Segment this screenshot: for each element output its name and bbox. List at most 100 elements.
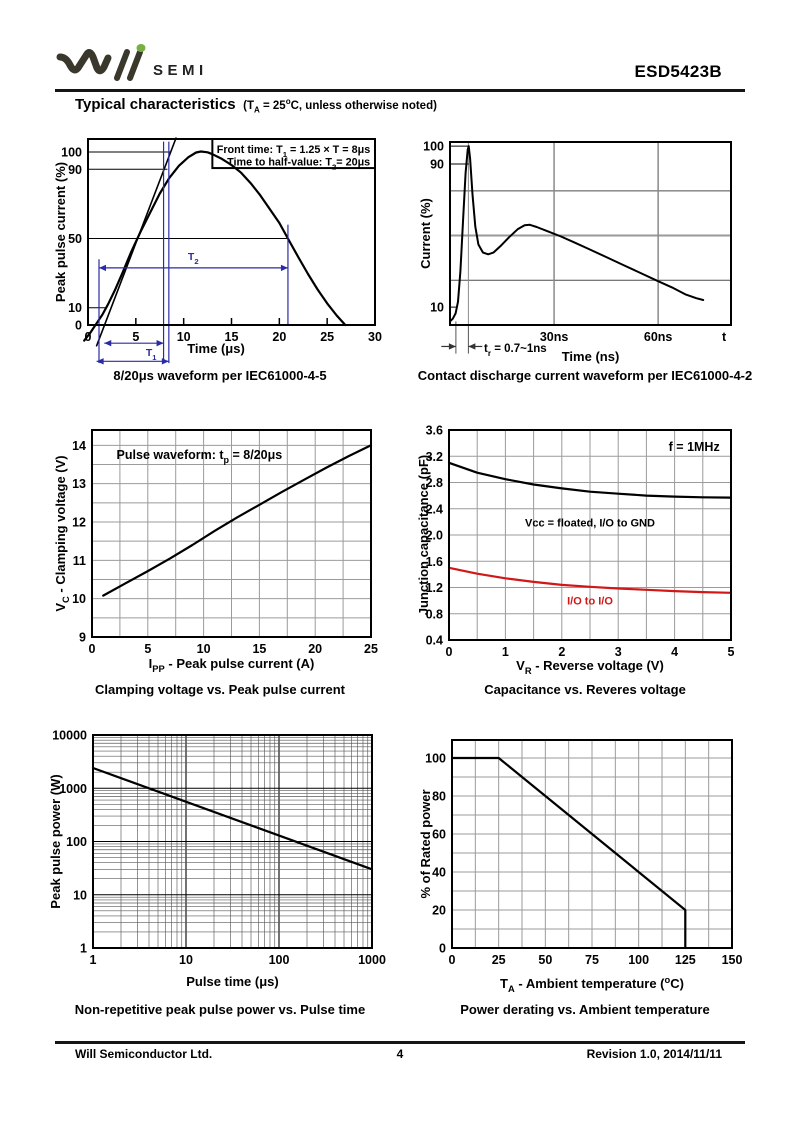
svg-text:0: 0 — [85, 330, 92, 344]
svg-text:50: 50 — [68, 232, 82, 246]
svg-text:VC - Clamping voltage (V): VC - Clamping voltage (V) — [53, 455, 71, 611]
svg-text:10: 10 — [68, 301, 82, 315]
svg-text:25: 25 — [492, 953, 506, 967]
page-heading: Typical characteristics (TA = 25oC, unle… — [75, 96, 437, 114]
figure-peak-pulse-power: 1 10 100 1000 1 10 100 1000 10000 Pulse time (μs)… — [40, 726, 400, 1026]
svg-text:3.6: 3.6 — [426, 424, 443, 438]
figure-surge-waveform: Front time: T1 = 1.25 × T = 8μs Time to h… — [40, 128, 400, 390]
part-number: ESD5423B — [634, 62, 722, 81]
svg-text:T1: T1 — [146, 347, 157, 362]
svg-text:1.6: 1.6 — [426, 555, 443, 569]
chart-caption: Non-repetitive peak pulse power vs. Puls… — [74, 1002, 366, 1017]
svg-text:2.8: 2.8 — [426, 476, 443, 490]
svg-text:I/O to I/O: I/O to I/O — [567, 596, 613, 608]
svg-text:20: 20 — [308, 642, 322, 656]
svg-text:tr = 0.7~1ns: tr = 0.7~1ns — [484, 343, 547, 358]
heading-title: Typical characteristics — [75, 96, 236, 113]
footer-rule — [55, 1041, 745, 1044]
svg-text:TA - Ambient temperature (oC): TA - Ambient temperature (oC) — [500, 975, 684, 994]
chart-capacitance: f = 1MHz Vcc = floated, I/O to GND I/O to … — [416, 424, 735, 674]
svg-text:60: 60 — [432, 828, 446, 842]
svg-text:Pulse waveform: tp = 8/20μs: Pulse waveform: tp = 8/20μs — [117, 448, 283, 465]
svg-text:100: 100 — [61, 145, 82, 159]
svg-text:10: 10 — [430, 301, 444, 315]
svg-text:0: 0 — [446, 645, 453, 659]
will-semi-logo: SEMI — [56, 44, 206, 81]
svg-text:90: 90 — [430, 158, 444, 172]
figure-power-derating: 0 25 50 75 100 125 150 0 20 40 60 80 100 TA - Ambient… — [410, 726, 760, 1026]
svg-text:Vcc = floated, I/O to GND: Vcc = floated, I/O to GND — [525, 517, 655, 529]
header-rule — [55, 89, 745, 92]
svg-text:5: 5 — [132, 330, 139, 344]
svg-text:0: 0 — [89, 642, 96, 656]
figure-esd-waveform: tr = 0.7~1ns 30ns 60ns t 10 90 100 Time (ns) Cur… — [410, 128, 760, 390]
footer-company: Will Semiconductor Ltd. — [75, 1047, 213, 1061]
chart-clamping-voltage: Pulse waveform: tp = 8/20μs 0 5 10 15 20 25 9 10… — [53, 429, 378, 674]
svg-text:1000: 1000 — [59, 782, 87, 796]
svg-text:15: 15 — [225, 330, 239, 344]
logo-slash-2 — [127, 49, 143, 81]
svg-text:0.8: 0.8 — [426, 607, 443, 621]
svg-text:1000: 1000 — [358, 953, 386, 967]
svg-text:80: 80 — [432, 790, 446, 804]
svg-text:t: t — [722, 330, 727, 344]
svg-text:150: 150 — [722, 953, 743, 967]
svg-text:100: 100 — [269, 953, 290, 967]
footer-page-number: 4 — [396, 1047, 404, 1061]
svg-text:2: 2 — [558, 645, 565, 659]
svg-text:f = 1MHz: f = 1MHz — [669, 440, 720, 454]
svg-text:13: 13 — [72, 477, 86, 491]
svg-text:14: 14 — [72, 439, 86, 453]
svg-text:90: 90 — [68, 163, 82, 177]
chart-power-derating: 0 25 50 75 100 125 150 0 20 40 60 80 100 TA - Ambient… — [418, 739, 743, 994]
svg-text:100: 100 — [425, 752, 446, 766]
svg-text:2.0: 2.0 — [426, 529, 443, 543]
svg-text:Junction capacitance (pF): Junction capacitance (pF) — [416, 455, 431, 615]
svg-text:25: 25 — [364, 642, 378, 656]
svg-text:10: 10 — [177, 330, 191, 344]
logo-semi-text: SEMI — [153, 62, 206, 79]
svg-text:1: 1 — [90, 953, 97, 967]
svg-text:125: 125 — [675, 953, 696, 967]
figure-clamping-voltage: Pulse waveform: tp = 8/20μs 0 5 10 15 20 25 9 10… — [40, 424, 400, 704]
svg-text:T2: T2 — [188, 251, 199, 266]
footer-revision: Revision 1.0, 2014/11/11 — [586, 1047, 722, 1061]
svg-text:Current (%): Current (%) — [418, 198, 433, 269]
svg-text:VR - Reverse voltage (V): VR - Reverse voltage (V) — [516, 658, 664, 674]
svg-text:Time to half-value: T2= 20μs: Time to half-value: T2= 20μs — [227, 156, 370, 171]
svg-text:1: 1 — [80, 942, 87, 956]
svg-text:Front time: T1 = 1.25 × T = 8μ: Front time: T1 = 1.25 × T = 8μs — [217, 144, 370, 159]
logo-w-mark — [56, 49, 112, 75]
svg-text:10: 10 — [73, 888, 87, 902]
svg-text:100: 100 — [423, 140, 444, 154]
svg-text:30: 30 — [368, 330, 382, 344]
svg-text:20: 20 — [272, 330, 286, 344]
svg-text:Pulse time (μs): Pulse time (μs) — [186, 974, 278, 989]
svg-text:30ns: 30ns — [540, 330, 569, 344]
svg-text:0.4: 0.4 — [426, 634, 443, 648]
svg-text:11: 11 — [73, 554, 86, 568]
chart-caption: Capacitance vs. Reveres voltage — [484, 682, 686, 697]
logo-green-dot — [136, 44, 146, 52]
svg-text:20: 20 — [432, 904, 446, 918]
svg-text:Time (ns): Time (ns) — [562, 349, 620, 364]
svg-text:0: 0 — [75, 319, 82, 333]
svg-text:0: 0 — [439, 942, 446, 956]
svg-text:5: 5 — [728, 645, 735, 659]
svg-text:15: 15 — [252, 642, 266, 656]
svg-text:1.2: 1.2 — [426, 581, 443, 595]
svg-text:60ns: 60ns — [644, 330, 673, 344]
svg-text:IPP - Peak pulse current (A): IPP - Peak pulse current (A) — [149, 656, 315, 674]
svg-text:100: 100 — [66, 835, 87, 849]
svg-text:3.2: 3.2 — [426, 450, 443, 464]
svg-text:5: 5 — [144, 642, 151, 656]
svg-text:12: 12 — [72, 516, 86, 530]
chart-caption: Power derating vs. Ambient temperature — [460, 1002, 710, 1017]
svg-text:100: 100 — [628, 953, 649, 967]
svg-text:40: 40 — [432, 866, 446, 880]
svg-text:% of Rated power: % of Rated power — [418, 789, 433, 898]
svg-text:10: 10 — [72, 592, 86, 606]
